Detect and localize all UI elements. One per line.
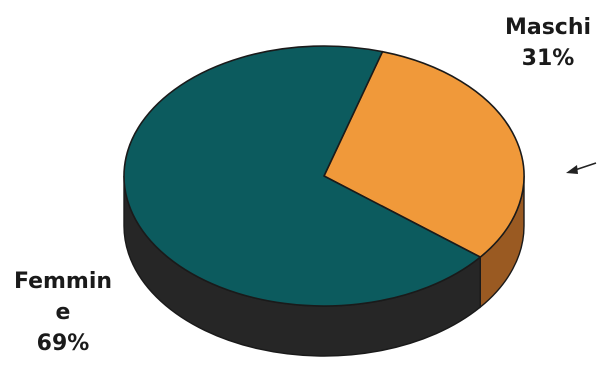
slice-label-maschi-name: Maschi <box>504 15 592 40</box>
slice-label-femmine-name-line1: Femmin <box>13 269 113 294</box>
slice-label-femmine: Femmin e 69% <box>0 266 126 359</box>
pie-slice-maschi <box>323 50 525 258</box>
slice-label-femmine-percent: 69% <box>36 331 90 356</box>
pie-slice-femmine <box>123 45 482 307</box>
pie-slices <box>123 45 525 307</box>
pointer-arrowhead <box>566 165 578 174</box>
slice-label-maschi-percent: 31% <box>521 46 575 71</box>
slice-label-femmine-name-line2: e <box>55 300 71 325</box>
slice-label-maschi: Maschi 31% <box>496 12 599 74</box>
